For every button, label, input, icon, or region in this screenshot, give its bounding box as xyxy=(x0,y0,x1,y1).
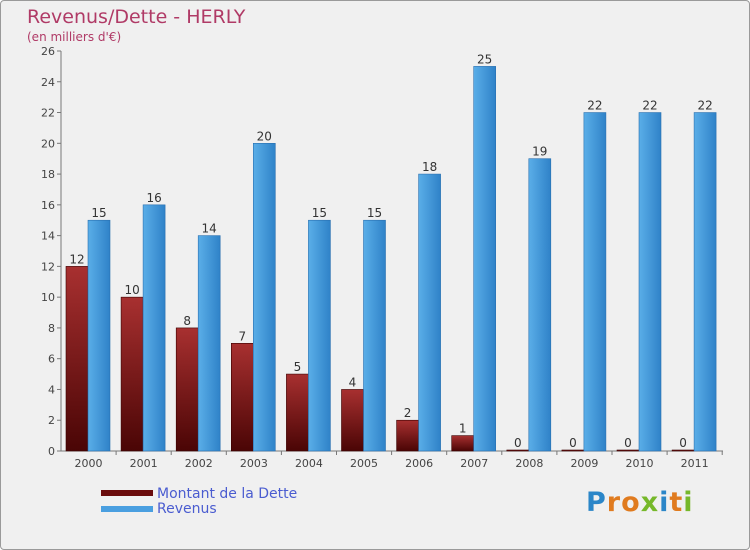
x-tick-label: 2002 xyxy=(185,457,213,470)
y-tick-label: 8 xyxy=(48,322,55,335)
bar-revenus xyxy=(418,173,441,452)
x-tick-label: 2009 xyxy=(570,457,598,470)
y-tick-label: 0 xyxy=(48,445,55,458)
bar-revenus xyxy=(693,112,717,452)
bar-revenus xyxy=(363,219,386,452)
bar-revenus xyxy=(583,112,607,452)
bar-dette xyxy=(175,327,199,452)
bar-dette xyxy=(65,266,89,452)
x-tick-label: 2000 xyxy=(75,457,103,470)
y-tick-label: 4 xyxy=(48,383,55,396)
chart-bars xyxy=(65,66,717,452)
bar-dette xyxy=(396,419,419,452)
x-tick-label: 2008 xyxy=(515,457,543,470)
y-tick-label: 12 xyxy=(41,260,55,273)
bar-dette xyxy=(451,435,475,452)
data-label-revenus: 15 xyxy=(367,206,382,220)
data-label-dette: 5 xyxy=(294,360,302,374)
legend-swatch-dette xyxy=(101,490,153,496)
chart-title: Revenus/Dette - HERLY xyxy=(27,6,246,28)
y-tick-label: 22 xyxy=(41,107,55,120)
proxiti-logo: Proxiti xyxy=(586,487,694,518)
y-tick-label: 14 xyxy=(41,230,55,243)
data-label-dette: 7 xyxy=(238,329,246,343)
y-tick-label: 26 xyxy=(41,45,55,58)
chart-data-labels: 12 15 10 16 8 14 7 20 5 15 4 15 2 18 1 25 0 19 0 22 0 22 0 22 xyxy=(69,52,712,450)
bar-dette xyxy=(231,343,254,452)
data-label-revenus: 22 xyxy=(697,99,712,113)
data-label-dette: 0 xyxy=(624,436,632,450)
data-label-dette: 4 xyxy=(349,375,357,389)
bar-revenus xyxy=(473,66,497,452)
y-tick-label: 10 xyxy=(41,291,55,304)
legend-swatch-revenus xyxy=(101,506,153,512)
data-label-revenus: 25 xyxy=(477,52,492,66)
y-tick-label: 6 xyxy=(48,353,55,366)
x-tick-label: 2001 xyxy=(130,457,158,470)
data-label-dette: 8 xyxy=(183,314,191,328)
x-tick-label: 2010 xyxy=(626,457,654,470)
data-label-dette: 1 xyxy=(459,422,467,436)
data-label-revenus: 14 xyxy=(202,222,217,236)
y-tick-label: 20 xyxy=(41,137,55,150)
data-label-revenus: 15 xyxy=(91,206,106,220)
x-tick-label: 2006 xyxy=(405,457,433,470)
y-tick-label: 16 xyxy=(41,199,55,212)
bar-revenus xyxy=(308,219,331,452)
data-label-revenus: 19 xyxy=(532,145,547,159)
data-label-revenus: 16 xyxy=(146,191,161,205)
y-tick-label: 2 xyxy=(48,414,55,427)
bar-revenus xyxy=(528,158,552,452)
x-tick-label: 2003 xyxy=(240,457,268,470)
x-tick-label: 2004 xyxy=(295,457,323,470)
y-tick-label: 24 xyxy=(41,76,55,89)
data-label-dette: 0 xyxy=(514,436,522,450)
data-label-revenus: 18 xyxy=(422,160,437,174)
bar-dette xyxy=(671,449,695,452)
data-label-revenus: 22 xyxy=(642,99,657,113)
legend-label-revenus: Revenus xyxy=(157,501,217,517)
bar-dette xyxy=(561,449,585,452)
data-label-dette: 0 xyxy=(679,436,687,450)
bar-revenus xyxy=(87,219,111,452)
data-label-dette: 12 xyxy=(69,252,84,266)
data-label-revenus: 20 xyxy=(257,129,272,143)
bar-revenus xyxy=(253,143,276,452)
bar-revenus xyxy=(142,204,166,452)
data-label-revenus: 15 xyxy=(312,206,327,220)
data-label-dette: 10 xyxy=(124,283,139,297)
bar-dette xyxy=(120,296,144,452)
bar-dette xyxy=(286,373,309,452)
y-tick-label: 18 xyxy=(41,168,55,181)
bar-revenus xyxy=(197,235,221,452)
chart-subtitle: (en milliers d'€) xyxy=(27,30,122,44)
bar-dette xyxy=(506,449,530,452)
legend-label-dette: Montant de la Dette xyxy=(157,486,298,502)
bar-dette xyxy=(616,449,640,452)
data-label-dette: 0 xyxy=(569,436,577,450)
data-label-revenus: 22 xyxy=(587,99,602,113)
x-tick-label: 2007 xyxy=(460,457,488,470)
bar-revenus xyxy=(638,112,662,452)
x-tick-label: 2005 xyxy=(350,457,378,470)
data-label-dette: 2 xyxy=(404,406,412,420)
x-tick-label: 2011 xyxy=(681,457,709,470)
bar-dette xyxy=(341,389,364,452)
